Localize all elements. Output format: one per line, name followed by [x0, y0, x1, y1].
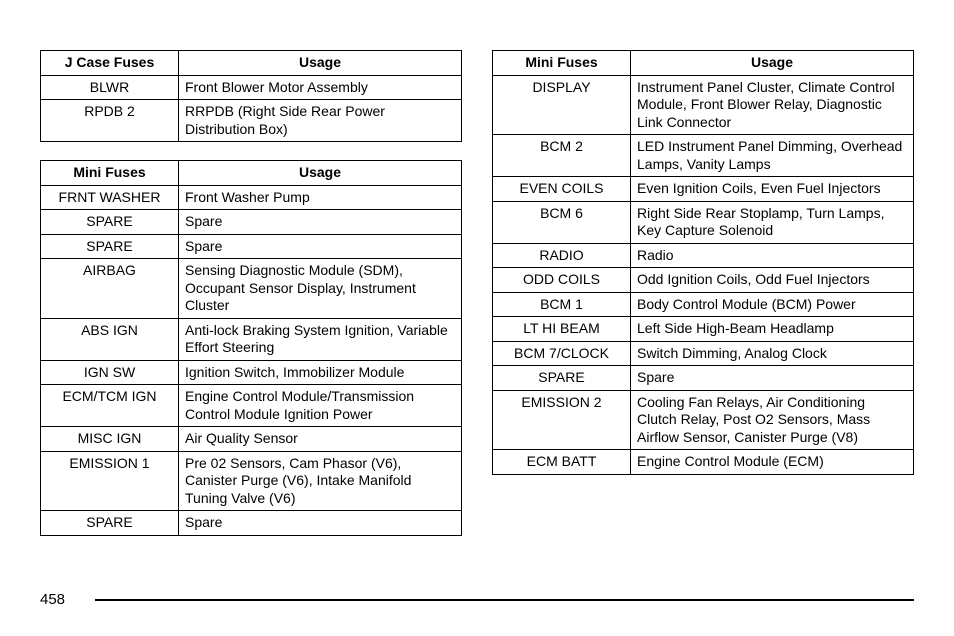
- mini-left-body: FRNT WASHERFront Washer PumpSPARESpareSP…: [41, 185, 462, 535]
- table-row: RADIORadio: [493, 243, 914, 268]
- table-row: ODD COILSOdd Ignition Coils, Odd Fuel In…: [493, 268, 914, 293]
- jcase-body: BLWRFront Blower Motor AssemblyRPDB 2RRP…: [41, 75, 462, 142]
- table-row: ECM/TCM IGNEngine Control Module/Transmi…: [41, 385, 462, 427]
- page-footer: 458: [40, 591, 914, 608]
- fuse-usage: Air Quality Sensor: [179, 427, 462, 452]
- fuse-label: MISC IGN: [41, 427, 179, 452]
- fuse-label: BCM 7/CLOCK: [493, 341, 631, 366]
- right-column: Mini Fuses Usage DISPLAYInstrument Panel…: [492, 50, 914, 554]
- fuse-usage: Instrument Panel Cluster, Climate Contro…: [631, 75, 914, 135]
- fuse-usage: Sensing Diagnostic Module (SDM), Occupan…: [179, 259, 462, 319]
- page: J Case Fuses Usage BLWRFront Blower Moto…: [0, 0, 954, 636]
- page-number: 458: [40, 591, 65, 608]
- table-row: BLWRFront Blower Motor Assembly: [41, 75, 462, 100]
- fuse-label: SPARE: [493, 366, 631, 391]
- table-row: SPARESpare: [41, 234, 462, 259]
- table-row: LT HI BEAMLeft Side High-Beam Headlamp: [493, 317, 914, 342]
- table-row: BCM 2LED Instrument Panel Dimming, Overh…: [493, 135, 914, 177]
- footer-rule: [95, 599, 914, 601]
- fuse-label: SPARE: [41, 511, 179, 536]
- fuse-label: SPARE: [41, 234, 179, 259]
- mini-fuses-right-table: Mini Fuses Usage DISPLAYInstrument Panel…: [492, 50, 914, 475]
- fuse-usage: Right Side Rear Stoplamp, Turn Lamps, Ke…: [631, 201, 914, 243]
- table-row: EVEN COILSEven Ignition Coils, Even Fuel…: [493, 177, 914, 202]
- fuse-label: EMISSION 2: [493, 390, 631, 450]
- fuse-usage: Spare: [179, 210, 462, 235]
- table-row: ABS IGNAnti-lock Braking System Ignition…: [41, 318, 462, 360]
- fuse-usage: Front Washer Pump: [179, 185, 462, 210]
- fuse-usage: Anti-lock Braking System Ignition, Varia…: [179, 318, 462, 360]
- fuse-label: SPARE: [41, 210, 179, 235]
- fuse-usage: Engine Control Module (ECM): [631, 450, 914, 475]
- table-header-row: Mini Fuses Usage: [493, 51, 914, 76]
- mini-right-body: DISPLAYInstrument Panel Cluster, Climate…: [493, 75, 914, 474]
- fuse-usage: Ignition Switch, Immobilizer Module: [179, 360, 462, 385]
- table-row: BCM 1Body Control Module (BCM) Power: [493, 292, 914, 317]
- table-row: EMISSION 1Pre 02 Sensors, Cam Phasor (V6…: [41, 451, 462, 511]
- fuse-usage: Switch Dimming, Analog Clock: [631, 341, 914, 366]
- table-row: EMISSION 2Cooling Fan Relays, Air Condit…: [493, 390, 914, 450]
- fuse-label: ECM BATT: [493, 450, 631, 475]
- fuse-label: IGN SW: [41, 360, 179, 385]
- fuse-label: ABS IGN: [41, 318, 179, 360]
- fuse-label: BLWR: [41, 75, 179, 100]
- fuse-label: RPDB 2: [41, 100, 179, 142]
- table-row: MISC IGNAir Quality Sensor: [41, 427, 462, 452]
- fuse-label: ECM/TCM IGN: [41, 385, 179, 427]
- jcase-fuses-table: J Case Fuses Usage BLWRFront Blower Moto…: [40, 50, 462, 142]
- table-row: SPARESpare: [493, 366, 914, 391]
- fuse-usage: Spare: [179, 511, 462, 536]
- fuse-usage: LED Instrument Panel Dimming, Overhead L…: [631, 135, 914, 177]
- fuse-label: LT HI BEAM: [493, 317, 631, 342]
- header-usage: Usage: [631, 51, 914, 76]
- table-row: IGN SWIgnition Switch, Immobilizer Modul…: [41, 360, 462, 385]
- header-usage: Usage: [179, 51, 462, 76]
- table-row: FRNT WASHERFront Washer Pump: [41, 185, 462, 210]
- table-row: SPARESpare: [41, 210, 462, 235]
- fuse-usage: Front Blower Motor Assembly: [179, 75, 462, 100]
- fuse-usage: Pre 02 Sensors, Cam Phasor (V6), Caniste…: [179, 451, 462, 511]
- header-jcase: J Case Fuses: [41, 51, 179, 76]
- fuse-usage: Left Side High-Beam Headlamp: [631, 317, 914, 342]
- fuse-label: BCM 1: [493, 292, 631, 317]
- fuse-usage: Engine Control Module/Transmission Contr…: [179, 385, 462, 427]
- table-header-row: Mini Fuses Usage: [41, 161, 462, 186]
- mini-fuses-left-table: Mini Fuses Usage FRNT WASHERFront Washer…: [40, 160, 462, 536]
- table-row: BCM 6Right Side Rear Stoplamp, Turn Lamp…: [493, 201, 914, 243]
- table-row: AIRBAGSensing Diagnostic Module (SDM), O…: [41, 259, 462, 319]
- fuse-label: DISPLAY: [493, 75, 631, 135]
- table-header-row: J Case Fuses Usage: [41, 51, 462, 76]
- fuse-usage: Odd Ignition Coils, Odd Fuel Injectors: [631, 268, 914, 293]
- table-row: DISPLAYInstrument Panel Cluster, Climate…: [493, 75, 914, 135]
- fuse-label: EVEN COILS: [493, 177, 631, 202]
- fuse-label: RADIO: [493, 243, 631, 268]
- fuse-usage: RRPDB (Right Side Rear Power Distributio…: [179, 100, 462, 142]
- fuse-usage: Cooling Fan Relays, Air Conditioning Clu…: [631, 390, 914, 450]
- fuse-label: FRNT WASHER: [41, 185, 179, 210]
- fuse-usage: Body Control Module (BCM) Power: [631, 292, 914, 317]
- table-row: SPARESpare: [41, 511, 462, 536]
- fuse-usage: Spare: [179, 234, 462, 259]
- header-usage: Usage: [179, 161, 462, 186]
- columns-container: J Case Fuses Usage BLWRFront Blower Moto…: [40, 50, 914, 554]
- left-column: J Case Fuses Usage BLWRFront Blower Moto…: [40, 50, 462, 554]
- fuse-label: EMISSION 1: [41, 451, 179, 511]
- fuse-usage: Radio: [631, 243, 914, 268]
- header-minifuses: Mini Fuses: [493, 51, 631, 76]
- table-row: RPDB 2RRPDB (Right Side Rear Power Distr…: [41, 100, 462, 142]
- fuse-label: AIRBAG: [41, 259, 179, 319]
- fuse-usage: Even Ignition Coils, Even Fuel Injectors: [631, 177, 914, 202]
- fuse-label: BCM 6: [493, 201, 631, 243]
- fuse-usage: Spare: [631, 366, 914, 391]
- table-row: BCM 7/CLOCKSwitch Dimming, Analog Clock: [493, 341, 914, 366]
- table-row: ECM BATTEngine Control Module (ECM): [493, 450, 914, 475]
- fuse-label: ODD COILS: [493, 268, 631, 293]
- fuse-label: BCM 2: [493, 135, 631, 177]
- header-minifuses: Mini Fuses: [41, 161, 179, 186]
